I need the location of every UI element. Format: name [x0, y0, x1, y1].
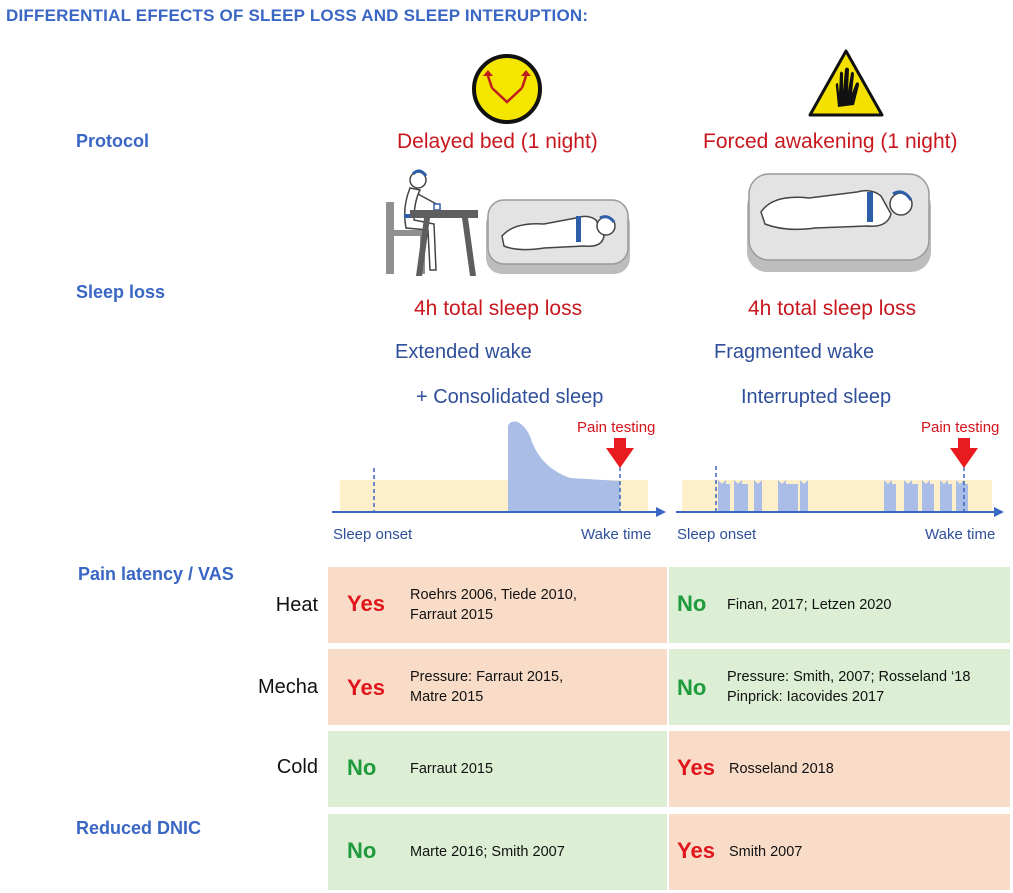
- page-title: DIFFERENTIAL EFFECTS OF SLEEP LOSS AND S…: [6, 6, 589, 25]
- row-label-heat: Heat: [275, 594, 318, 616]
- right-pain-testing-label: Pain testing: [921, 419, 1000, 436]
- ref-mecha-right-1: Pressure: Smith, 2007; Rosseland ‘18: [727, 669, 971, 685]
- left-pain-testing-label: Pain testing: [577, 419, 656, 436]
- ref-dnic-left-1: Marte 2016; Smith 2007: [410, 844, 565, 860]
- cell-mecha-right: No Pressure: Smith, 2007; Rosseland ‘18 …: [669, 649, 1010, 725]
- person-forced-awakening-illustration: [747, 173, 931, 272]
- right-axis-end: Wake time: [925, 526, 996, 543]
- ref-heat-left-2: Farraut 2015: [410, 607, 494, 623]
- ref-dnic-right-1: Smith 2007: [729, 844, 803, 860]
- answer-dnic-left: No: [347, 838, 377, 863]
- right-axis-start: Sleep onset: [677, 526, 757, 543]
- left-axis-end: Wake time: [581, 526, 652, 543]
- right-sleep-loss: 4h total sleep loss: [748, 297, 917, 320]
- person-at-desk-illustration: [386, 169, 478, 276]
- answer-dnic-right: Yes: [677, 838, 715, 863]
- warning-hand-icon: [808, 49, 884, 117]
- right-wake-desc: Fragmented wake: [714, 341, 875, 363]
- answer-heat-right: No: [677, 591, 707, 616]
- ref-mecha-left-1: Pressure: Farraut 2015,: [410, 669, 564, 685]
- cell-heat-left: Yes Roehrs 2006, Tiede 2010, Farraut 201…: [328, 567, 667, 643]
- right-sleep-timeline: [676, 438, 1004, 517]
- left-wake-desc: Extended wake: [395, 341, 532, 363]
- ref-mecha-left-2: Matre 2015: [410, 689, 484, 705]
- answer-mecha-left: Yes: [347, 675, 385, 700]
- label-sleep-loss: Sleep loss: [76, 282, 166, 302]
- answer-cold-left: No: [347, 755, 377, 780]
- label-reduced-dnic: Reduced DNIC: [76, 818, 202, 838]
- row-label-cold: Cold: [276, 756, 318, 778]
- ref-heat-left-1: Roehrs 2006, Tiede 2010,: [410, 587, 577, 603]
- right-sleep-desc: Interrupted sleep: [741, 386, 892, 408]
- left-sleep-timeline: [332, 421, 666, 517]
- label-protocol: Protocol: [76, 131, 150, 151]
- cell-dnic-left: No Marte 2016; Smith 2007: [328, 814, 667, 890]
- cell-dnic-right: Yes Smith 2007: [669, 814, 1010, 890]
- cell-cold-right: Yes Rosseland 2018: [669, 731, 1010, 807]
- label-pain-latency: Pain latency / VAS: [78, 564, 234, 584]
- yellow-face-arrows-icon: [472, 54, 542, 124]
- right-protocol-title: Forced awakening (1 night): [703, 130, 958, 153]
- answer-mecha-right: No: [677, 675, 707, 700]
- answer-cold-right: Yes: [677, 755, 715, 780]
- row-label-mecha: Mecha: [257, 676, 318, 698]
- ref-cold-right-1: Rosseland 2018: [729, 761, 834, 777]
- left-axis-start: Sleep onset: [333, 526, 413, 543]
- answer-heat-left: Yes: [347, 591, 385, 616]
- person-in-bed-illustration: [486, 199, 630, 274]
- cell-heat-right: No Finan, 2017; Letzen 2020: [669, 567, 1010, 643]
- ref-heat-right-1: Finan, 2017; Letzen 2020: [727, 597, 892, 613]
- left-sleep-loss: 4h total sleep loss: [414, 297, 583, 320]
- ref-cold-left-1: Farraut 2015: [410, 761, 494, 777]
- ref-mecha-right-2: Pinprick: Iacovides 2017: [727, 689, 885, 705]
- left-sleep-desc: + Consolidated sleep: [416, 386, 604, 408]
- left-protocol-title: Delayed bed (1 night): [397, 130, 598, 153]
- cell-cold-left: No Farraut 2015: [328, 731, 667, 807]
- cell-mecha-left: Yes Pressure: Farraut 2015, Matre 2015: [328, 649, 667, 725]
